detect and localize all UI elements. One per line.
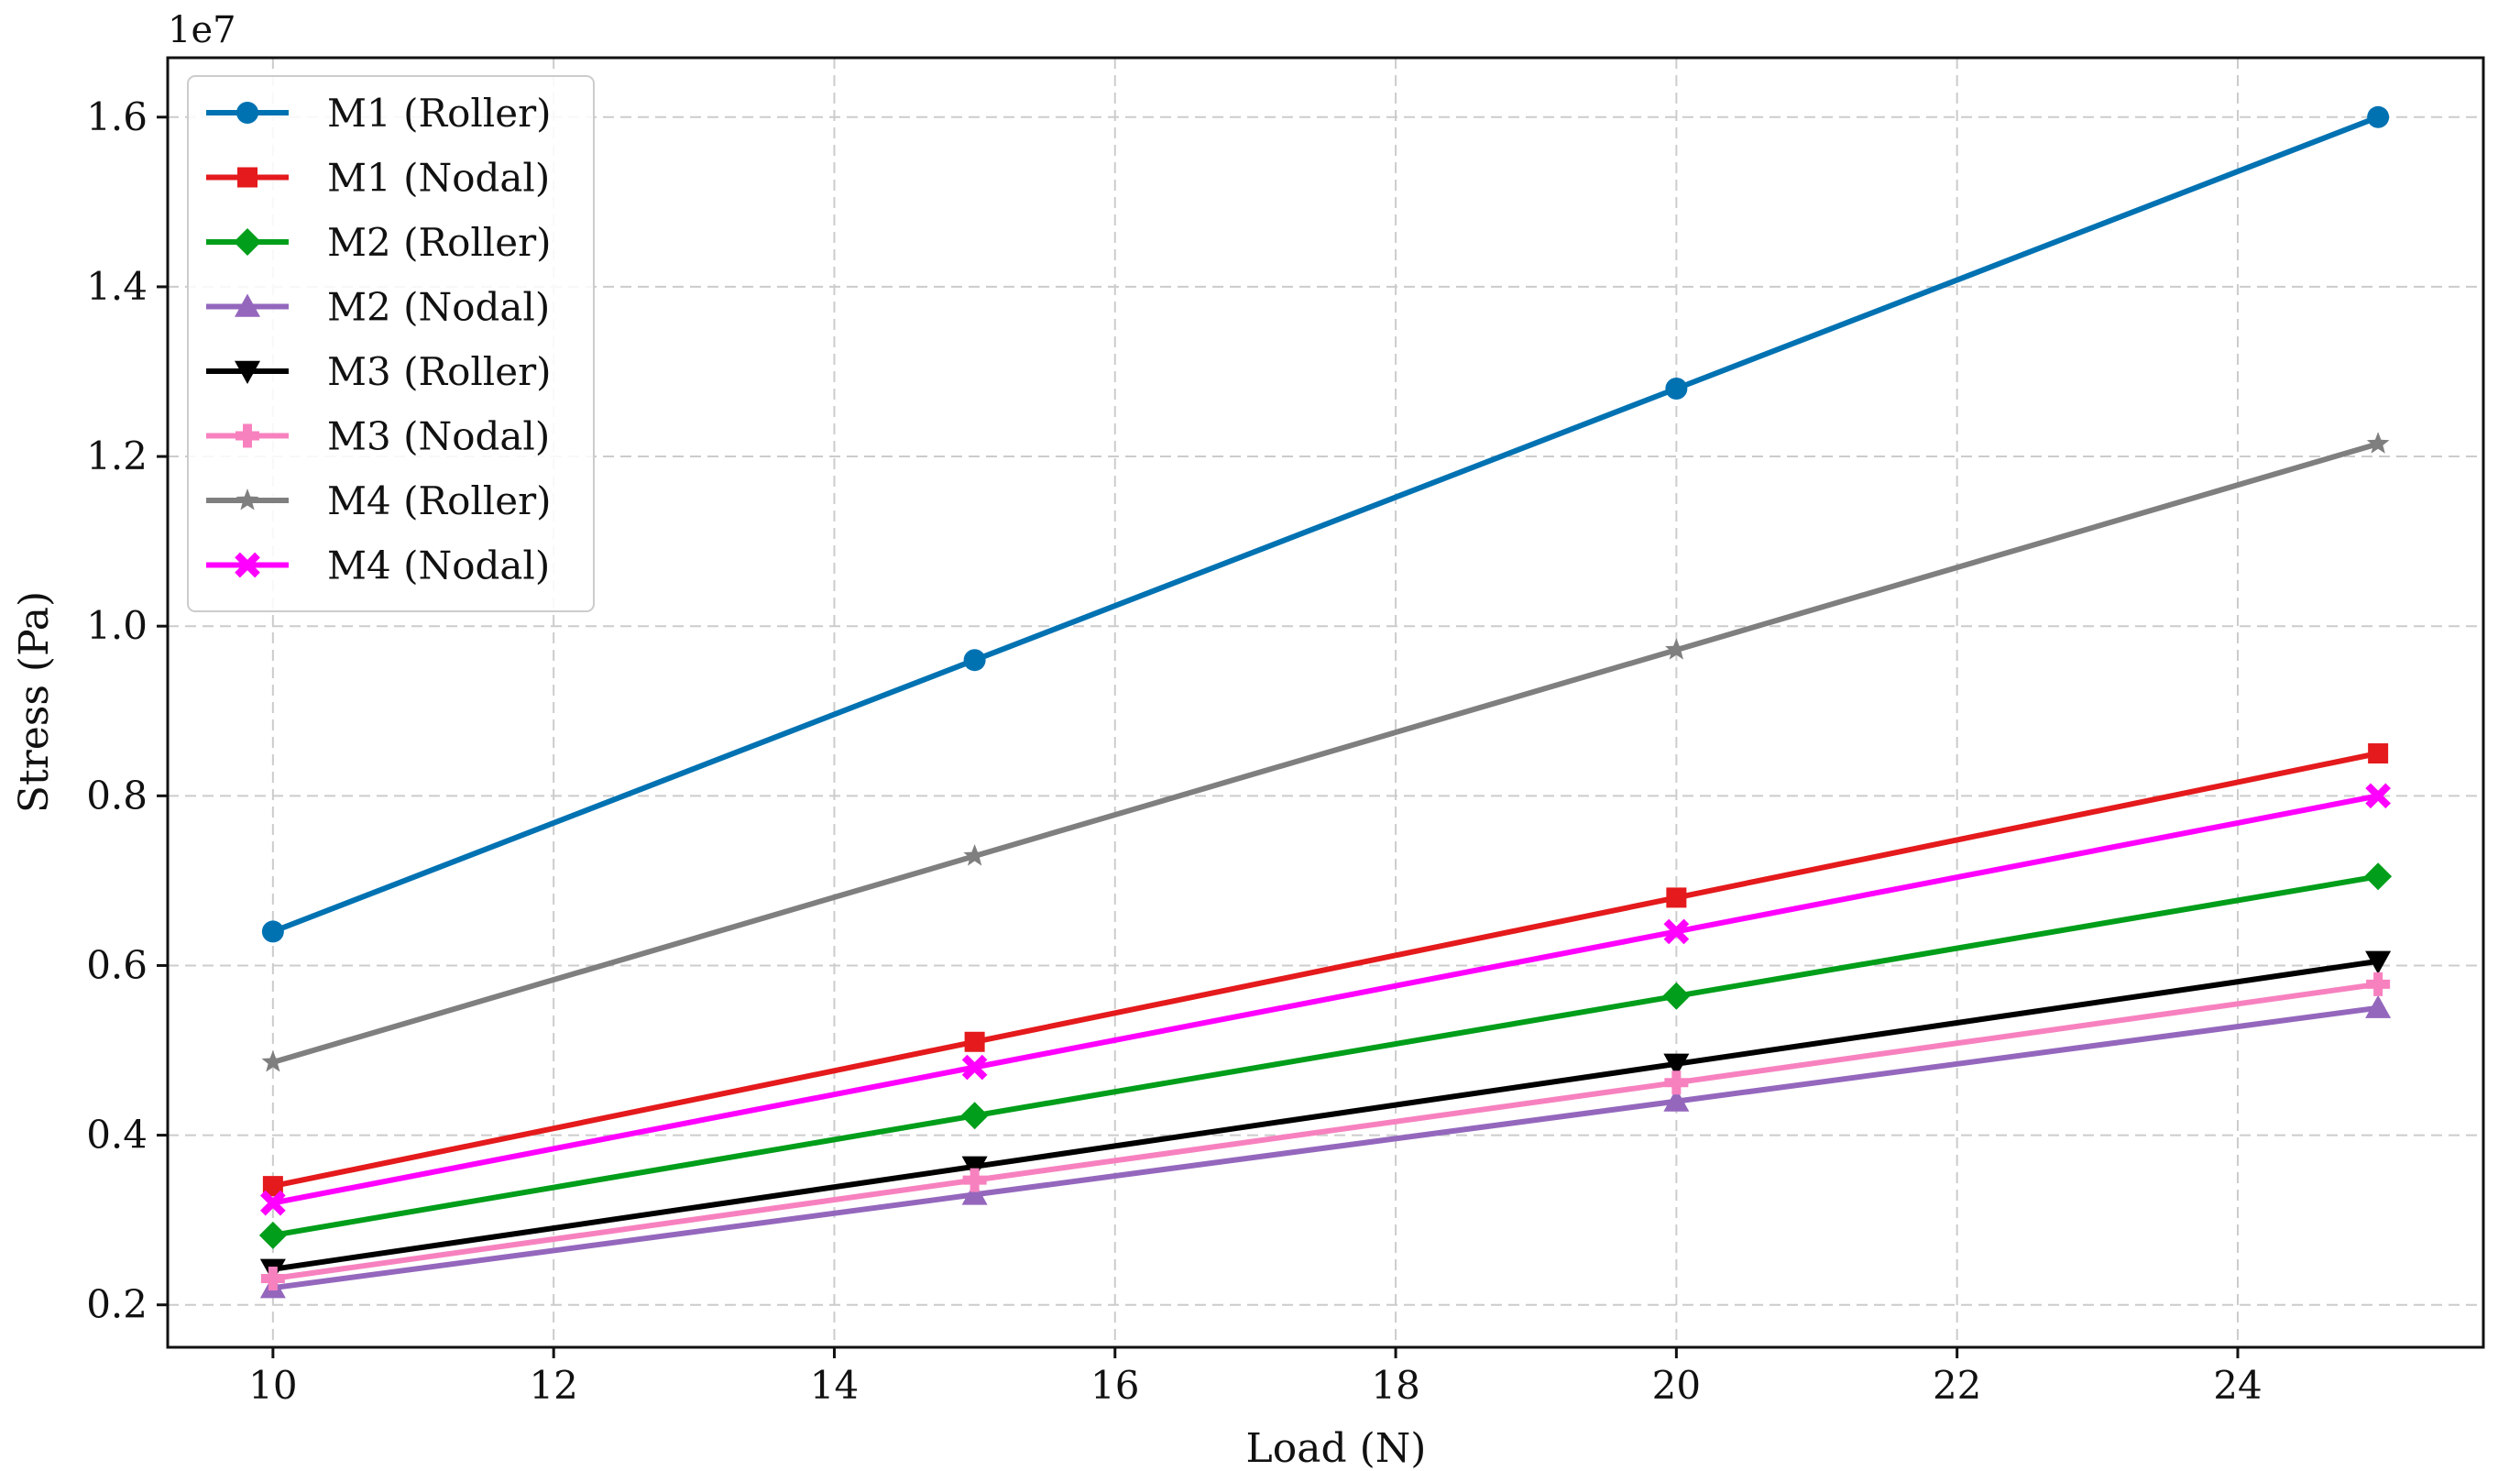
y-tick-label: 0.6 [86,942,148,987]
data-point-m1-nodal [1666,887,1687,908]
data-point-m3-roller [961,1156,988,1180]
legend-item-m3-nodal: M3 (Nodal) [206,414,550,459]
legend-marker [236,489,259,510]
series-line-m2-roller [272,873,2379,1238]
series-line-m1-nodal [272,751,2379,1190]
y-tick-label: 1.0 [86,603,148,648]
y-tick-label: 1.4 [86,264,148,309]
x-tick-label: 16 [1090,1363,1139,1408]
plot-series [258,105,2393,1299]
x-tick-label: 12 [529,1363,577,1408]
data-point-m3-roller [2365,950,2392,974]
series-line-m2-nodal [272,1004,2379,1291]
series-line-m3-nodal [272,981,2379,1281]
data-point-m4-roller [261,1050,285,1072]
series-line-m3-roller [272,958,2379,1272]
series-m4-roller [261,432,2390,1072]
series-m2-roller [258,862,2393,1249]
y-offset-label: 1e7 [168,9,236,51]
legend-marker [234,228,261,256]
y-axis-label: Stress (Pa) [11,591,58,813]
legend-marker [235,293,260,317]
y-tick-label: 1.2 [86,434,148,478]
data-point-m4-nodal [961,1054,988,1081]
legend-marker [236,102,258,124]
legend-item-m2-roller: M2 (Roller) [206,220,552,265]
data-point-m1-nodal [262,1176,283,1197]
legend: M1 (Roller) M1 (Nodal) M2 (Roller) M2 (Noda… [187,75,595,612]
data-point-m3-nodal [2366,972,2391,996]
data-point-m2-nodal [2365,994,2392,1018]
series-line-m1-roller [271,115,2380,935]
plot-frame [166,56,2485,1349]
legend-marker [236,423,259,448]
series-m1-nodal [262,743,2389,1197]
data-point-m3-nodal [260,1267,285,1291]
legend-item-m3-roller: M3 (Roller) [206,349,552,394]
y-tick-label: 1.6 [86,94,148,139]
data-point-m4-roller [1665,638,1688,660]
data-point-m4-nodal [1663,918,1690,945]
data-point-m4-nodal [2365,783,2391,809]
legend-label: M3 (Roller) [327,349,552,394]
data-point-m1-roller [963,649,986,672]
legend-marker [235,552,260,578]
y-tick-label: 0.4 [86,1113,148,1158]
data-point-m2-roller [2364,862,2393,891]
data-point-m4-nodal [260,1190,286,1216]
data-point-m1-nodal [2368,743,2389,764]
series-m3-nodal [260,972,2391,1291]
series-m4-nodal [260,783,2391,1216]
legend-label: M1 (Roller) [327,91,552,136]
x-tick-label: 20 [1652,1363,1701,1408]
data-point-m2-nodal [961,1181,988,1205]
data-point-m2-nodal [1663,1088,1690,1112]
x-axis-label: Load (N) [1246,1425,1427,1471]
data-point-m2-roller [1662,982,1691,1010]
legend-label: M1 (Nodal) [327,156,550,201]
data-point-m1-nodal [964,1031,985,1052]
legend-label: M3 (Nodal) [327,414,550,459]
legend-marker [235,360,260,384]
y-tick-label: 0.8 [86,773,148,818]
x-tick-label: 18 [1371,1363,1419,1408]
legend-label: M4 (Roller) [327,478,552,523]
legend-item-m4-roller: M4 (Roller) [206,478,552,523]
axis-ticks: 10 12 14 16 18 20 22 24 0.2 0.4 0.6 0.8 1.0 1.2 1.4 1.6 [86,94,2263,1408]
legend-item-m1-nodal: M1 (Nodal) [206,156,550,201]
legend-item-m2-nodal: M2 (Nodal) [206,285,550,330]
legend-marker [237,167,257,188]
data-point-m1-roller [1665,378,1688,401]
legend-label: M2 (Roller) [327,220,552,265]
series-m1-roller [261,105,2390,943]
data-point-m2-roller [960,1102,989,1130]
data-point-m3-nodal [962,1168,987,1192]
data-point-m1-roller [2367,105,2390,128]
legend-label: M4 (Nodal) [327,543,550,588]
x-tick-label: 14 [810,1363,859,1408]
x-tick-label: 22 [1933,1363,1981,1408]
series-line-m4-roller [272,441,2379,1065]
x-tick-label: 10 [248,1363,297,1408]
x-tick-label: 24 [2213,1363,2262,1408]
data-point-m4-roller [2366,432,2390,454]
data-point-m2-roller [258,1221,287,1249]
legend-item-m4-nodal: M4 (Nodal) [206,543,550,588]
legend-label: M2 (Nodal) [327,285,550,330]
legend-item-m1-roller: M1 (Roller) [206,91,552,136]
series-line-m4-nodal [272,793,2379,1206]
legend-box [187,75,595,612]
data-point-m1-roller [261,920,284,943]
y-tick-label: 0.2 [86,1282,148,1327]
data-point-m3-roller [1663,1053,1690,1077]
data-point-m4-roller [963,844,986,866]
data-point-m3-nodal [1664,1070,1689,1095]
